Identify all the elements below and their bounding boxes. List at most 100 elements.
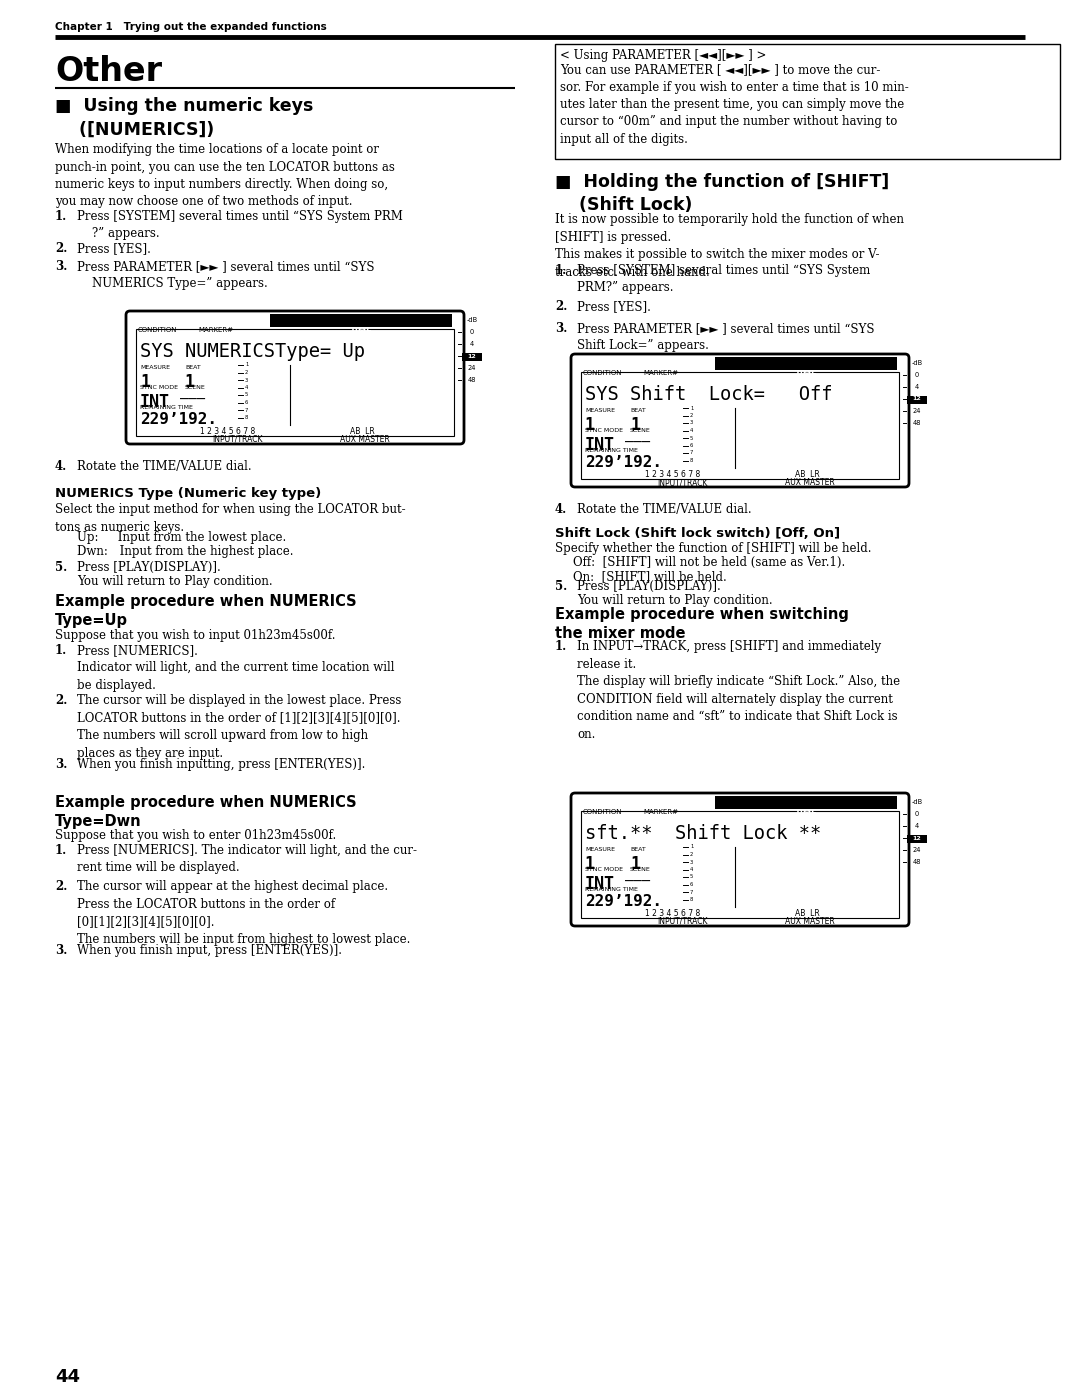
Text: You will return to Play condition.: You will return to Play condition. xyxy=(77,576,272,588)
Text: 1: 1 xyxy=(185,373,195,391)
Text: AUX MASTER: AUX MASTER xyxy=(785,916,835,926)
Text: SYNC MODE: SYNC MODE xyxy=(140,386,178,390)
Text: 48: 48 xyxy=(913,420,921,426)
Text: 6: 6 xyxy=(690,882,693,887)
Text: 7: 7 xyxy=(245,408,248,412)
Bar xyxy=(270,314,453,327)
Text: Select the input method for when using the LOCATOR but-
tons as numeric keys.: Select the input method for when using t… xyxy=(55,503,406,534)
FancyBboxPatch shape xyxy=(571,353,909,488)
Text: 1.: 1. xyxy=(55,644,67,657)
Text: SYNC MODE: SYNC MODE xyxy=(585,427,623,433)
Text: Shift Lock (Shift lock switch) [Off, On]: Shift Lock (Shift lock switch) [Off, On] xyxy=(555,527,840,541)
Text: 3.: 3. xyxy=(55,759,67,771)
Bar xyxy=(555,43,1059,159)
Text: AUX MASTER: AUX MASTER xyxy=(340,434,390,444)
Text: 5.: 5. xyxy=(555,580,567,592)
Text: AB  LR: AB LR xyxy=(350,427,375,436)
Text: -dB: -dB xyxy=(467,317,477,323)
Text: MEASURE: MEASURE xyxy=(140,365,170,370)
Text: 1: 1 xyxy=(585,855,595,873)
Text: BEAT: BEAT xyxy=(630,408,646,414)
Text: You will return to Play condition.: You will return to Play condition. xyxy=(577,594,772,608)
Text: 5: 5 xyxy=(690,875,693,880)
Text: 1.: 1. xyxy=(555,640,567,652)
Text: 2.: 2. xyxy=(55,880,67,893)
Text: 0: 0 xyxy=(915,812,919,817)
Text: When you finish inputting, press [ENTER(YES)].: When you finish inputting, press [ENTER(… xyxy=(77,759,365,771)
Text: CONDITION: CONDITION xyxy=(583,370,622,376)
Text: Press [SYSTEM] several times until “SYS System PRM
    ?” appears.: Press [SYSTEM] several times until “SYS … xyxy=(77,210,403,240)
Text: ———: ——— xyxy=(180,393,205,407)
Bar xyxy=(715,358,897,370)
Text: SYNC MODE: SYNC MODE xyxy=(585,868,623,872)
Text: Suppose that you wish to enter 01h23m45s00f.: Suppose that you wish to enter 01h23m45s… xyxy=(55,828,336,842)
Text: Example procedure when NUMERICS
Type=Up: Example procedure when NUMERICS Type=Up xyxy=(55,594,356,629)
Text: 1: 1 xyxy=(690,845,693,849)
Text: AB  LR: AB LR xyxy=(795,469,820,479)
Text: sft.**  Shift Lock **: sft.** Shift Lock ** xyxy=(585,824,821,842)
Text: Press [SYSTEM] several times until “SYS System
PRM?” appears.: Press [SYSTEM] several times until “SYS … xyxy=(577,264,870,295)
Text: MARKER#: MARKER# xyxy=(198,327,233,332)
Text: 1 2 3 4 5 6 7 8: 1 2 3 4 5 6 7 8 xyxy=(645,909,700,918)
Text: 1.: 1. xyxy=(55,844,67,856)
Text: Up:   Input from the lowest place.: Up: Input from the lowest place. xyxy=(77,531,286,543)
Text: 8: 8 xyxy=(690,458,693,462)
Text: ———: ——— xyxy=(625,436,650,450)
Text: On:  [SHIFT] will be held.: On: [SHIFT] will be held. xyxy=(573,570,727,583)
Text: Press [PLAY(DISPLAY)].: Press [PLAY(DISPLAY)]. xyxy=(577,580,720,592)
Text: 2: 2 xyxy=(690,414,693,418)
Bar xyxy=(715,796,897,809)
Text: REMAINING TIME: REMAINING TIME xyxy=(585,448,638,453)
Text: 24: 24 xyxy=(913,847,921,854)
Text: Example procedure when NUMERICS
Type=Dwn: Example procedure when NUMERICS Type=Dwn xyxy=(55,795,356,830)
Text: 5: 5 xyxy=(245,393,248,398)
Bar xyxy=(136,330,454,436)
Text: 44: 44 xyxy=(55,1368,80,1386)
Text: Chapter 1   Trying out the expanded functions: Chapter 1 Trying out the expanded functi… xyxy=(55,22,327,32)
Bar xyxy=(581,812,899,918)
Text: 12: 12 xyxy=(913,835,921,841)
Text: 4: 4 xyxy=(915,823,919,828)
Text: 1: 1 xyxy=(630,855,640,873)
Text: AUX MASTER: AUX MASTER xyxy=(785,478,835,488)
Text: When modifying the time locations of a locate point or
punch-in point, you can u: When modifying the time locations of a l… xyxy=(55,142,395,208)
Text: 3: 3 xyxy=(690,420,693,426)
Text: 3.: 3. xyxy=(55,944,67,957)
Text: Rotate the TIME/VALUE dial.: Rotate the TIME/VALUE dial. xyxy=(577,503,752,515)
Text: BEAT: BEAT xyxy=(630,847,646,852)
Text: Specify whether the function of [SHIFT] will be held.: Specify whether the function of [SHIFT] … xyxy=(555,542,872,555)
Text: ■  Holding the function of [SHIFT]
    (Shift Lock): ■ Holding the function of [SHIFT] (Shift… xyxy=(555,173,889,214)
Text: 229’192.: 229’192. xyxy=(585,455,662,469)
Text: Press [YES].: Press [YES]. xyxy=(577,300,651,313)
Text: 1: 1 xyxy=(630,416,640,434)
Text: 2.: 2. xyxy=(55,242,67,256)
Text: REMAINING TIME: REMAINING TIME xyxy=(140,405,193,409)
FancyBboxPatch shape xyxy=(126,312,464,444)
Text: 3: 3 xyxy=(245,377,248,383)
Text: SYS NUMERICSType= Up: SYS NUMERICSType= Up xyxy=(140,342,365,360)
Text: 48: 48 xyxy=(468,377,476,383)
Text: MEASURE: MEASURE xyxy=(585,847,615,852)
Text: -dB: -dB xyxy=(912,799,922,805)
Bar xyxy=(581,372,899,479)
Text: MARKER#: MARKER# xyxy=(643,370,678,376)
Text: 24: 24 xyxy=(468,365,476,372)
Text: 4: 4 xyxy=(690,868,693,872)
Text: 229’192.: 229’192. xyxy=(140,412,217,427)
Text: 0: 0 xyxy=(915,372,919,379)
Text: 8: 8 xyxy=(245,415,248,420)
Text: 3.: 3. xyxy=(55,260,67,272)
Text: 2: 2 xyxy=(245,370,248,374)
Text: You can use PARAMETER [ ◄◄][►► ] to move the cur-
sor. For example if you wish t: You can use PARAMETER [ ◄◄][►► ] to move… xyxy=(561,63,908,147)
Text: ———: ——— xyxy=(625,875,650,888)
Text: Press [NUMERICS]. The indicator will light, and the cur-
rent time will be displ: Press [NUMERICS]. The indicator will lig… xyxy=(77,844,417,875)
Text: REMAINING TIME: REMAINING TIME xyxy=(585,887,638,893)
FancyBboxPatch shape xyxy=(571,793,909,926)
Text: 1: 1 xyxy=(690,405,693,411)
Text: TIME: TIME xyxy=(795,370,818,379)
Text: 4: 4 xyxy=(915,384,919,390)
Text: 1.: 1. xyxy=(555,264,567,277)
Text: Press [NUMERICS].
Indicator will light, and the current time location will
be di: Press [NUMERICS]. Indicator will light, … xyxy=(77,644,394,692)
Text: TIME: TIME xyxy=(350,327,373,337)
Text: MEASURE: MEASURE xyxy=(585,408,615,414)
